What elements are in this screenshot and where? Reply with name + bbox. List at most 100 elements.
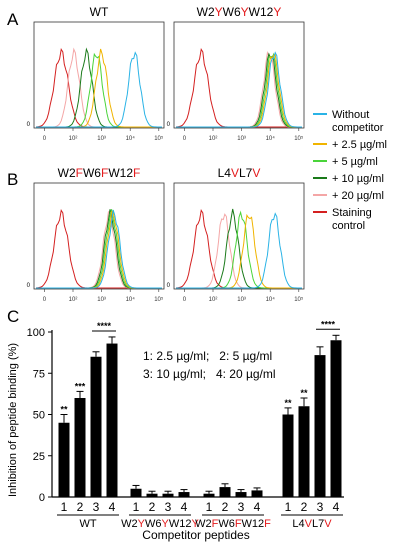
- bar: [146, 493, 158, 497]
- flow-panel-title-part: Y: [273, 5, 281, 19]
- group-label-part: W6: [218, 518, 235, 530]
- flow-x-tick-label: 10²: [69, 136, 78, 142]
- flow-x-tick-label: 0: [183, 136, 187, 142]
- group-label-part: WT: [79, 518, 96, 530]
- flow-panel-frame: [173, 21, 305, 129]
- category-label: 3: [93, 500, 100, 514]
- flow-x-tick-label: 10³: [97, 136, 106, 142]
- legend-label: + 5 µg/ml: [332, 156, 378, 168]
- legend-item: + 2.5 µg/ml: [313, 139, 387, 151]
- y-tick-label: 50: [33, 410, 45, 422]
- flow-panel-title-part: V: [231, 166, 239, 180]
- flow-x-tick-label: 10³: [237, 297, 246, 303]
- bar: [282, 414, 294, 497]
- bar: [106, 343, 118, 497]
- bar-group: ** 1 *** 2 3 4 WT ****: [57, 321, 119, 530]
- category-label: 2: [77, 500, 84, 514]
- flow-panel-title-part: L7: [239, 166, 253, 180]
- legend-label: competitor: [332, 122, 384, 134]
- flow-trace: [176, 213, 302, 289]
- legend-label: + 2.5 µg/ml: [332, 139, 387, 151]
- legend-label: Staining: [332, 207, 372, 219]
- flow-trace: [36, 209, 162, 289]
- flow-x-tick-label: 0: [43, 136, 47, 142]
- flow-y-tick: 0: [27, 122, 31, 128]
- flow-panel-frame: [173, 182, 305, 290]
- group-label-part: Y: [138, 518, 146, 530]
- group-label-part: W2: [121, 518, 138, 530]
- flow-panel-title-part: Y: [241, 5, 249, 19]
- legend-item: + 5 µg/ml: [313, 156, 378, 168]
- flow-panel-title: L4VL7V: [218, 166, 261, 180]
- flow-panel-title-part: WT: [90, 5, 109, 19]
- group-label-part: Y: [162, 518, 170, 530]
- panel-label-b: B: [7, 170, 18, 189]
- flow-panel-title-part: W2: [58, 166, 76, 180]
- category-label: 4: [254, 500, 261, 514]
- flow-x-tick-label: 0: [183, 297, 187, 303]
- flow-panel-frame: [33, 21, 165, 129]
- category-label: 1: [285, 500, 292, 514]
- category-label: 4: [109, 500, 116, 514]
- category-label: 2: [149, 500, 156, 514]
- group-label-part: V: [305, 518, 313, 530]
- category-label: 4: [333, 500, 340, 514]
- group-label: W2YW6YW12Y: [121, 518, 199, 530]
- flow-panel-title-part: F: [76, 166, 83, 180]
- group-label-part: W12: [242, 518, 265, 530]
- bar: [219, 487, 231, 497]
- flow-x-tick-label: 10²: [209, 136, 218, 142]
- panel-label-a: A: [7, 10, 19, 29]
- legend-item: + 20 µg/ml: [313, 190, 384, 202]
- bar: [314, 355, 326, 497]
- flow-panel-frame: [33, 182, 165, 290]
- flow-panel-title-part: L4: [218, 166, 232, 180]
- bar: [330, 340, 342, 497]
- flow-trace: [176, 213, 302, 289]
- category-label: 2: [222, 500, 229, 514]
- flow-x-tick-label: 10⁴: [266, 135, 276, 142]
- group-label-part: W2: [195, 518, 212, 530]
- category-label: 1: [61, 500, 68, 514]
- flow-panel-title-part: W12: [249, 5, 274, 19]
- category-label: 1: [133, 500, 140, 514]
- flow-y-tick: 0: [167, 122, 171, 128]
- bar: [130, 488, 142, 497]
- group-label: WT: [79, 518, 96, 530]
- flow-trace: [36, 209, 162, 289]
- bar-chart: Inhibition of peptide binding (%) Compet…: [7, 319, 344, 542]
- flow-x-tick-label: 10⁵: [294, 296, 304, 303]
- group-label-part: F: [264, 518, 271, 530]
- flow-trace: [36, 48, 162, 128]
- flow-panel-title-part: F: [101, 166, 108, 180]
- flow-trace: [176, 212, 302, 289]
- flow-trace: [176, 51, 302, 128]
- legend-label: + 20 µg/ml: [332, 190, 384, 202]
- legend-label: + 10 µg/ml: [332, 173, 384, 185]
- flow-x-tick-label: 10²: [69, 297, 78, 303]
- bar: [178, 492, 190, 497]
- flow-panel-title-part: W2: [197, 5, 215, 19]
- bar: [74, 398, 86, 497]
- flow-panel-title: W2FW6FW12F: [58, 166, 141, 180]
- flow-trace: [36, 51, 162, 128]
- flow-x-tick-label: 10⁵: [154, 296, 164, 303]
- category-label: 2: [301, 500, 308, 514]
- flow-trace: [176, 52, 302, 128]
- category-label: 1: [206, 500, 213, 514]
- group-label-part: L7: [312, 518, 324, 530]
- y-tick-label: 0: [39, 492, 45, 504]
- y-tick-label: 100: [27, 327, 45, 339]
- flow-x-tick-label: 10⁴: [126, 135, 136, 142]
- flow-x-tick-label: 10³: [97, 297, 106, 303]
- bar-chart-ylabel: Inhibition of peptide binding (%): [7, 343, 19, 497]
- flow-panel-title-part: Y: [215, 5, 223, 19]
- significance-label: ****: [97, 321, 112, 331]
